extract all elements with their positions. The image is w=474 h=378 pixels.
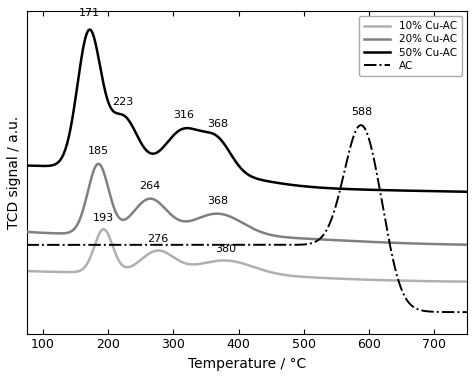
- Text: 193: 193: [93, 212, 114, 223]
- Text: 316: 316: [173, 110, 194, 121]
- Legend: 10% Cu-AC, 20% Cu-AC, 50% Cu-AC, AC: 10% Cu-AC, 20% Cu-AC, 50% Cu-AC, AC: [359, 16, 462, 76]
- Text: 380: 380: [215, 244, 236, 254]
- Y-axis label: TCD signal / a.u.: TCD signal / a.u.: [7, 116, 21, 229]
- Text: 588: 588: [351, 107, 372, 117]
- X-axis label: Temperature / °C: Temperature / °C: [188, 357, 306, 371]
- Text: 171: 171: [79, 8, 100, 18]
- Text: 264: 264: [139, 181, 161, 191]
- Text: 276: 276: [147, 234, 168, 244]
- Text: 368: 368: [207, 119, 228, 129]
- Text: 223: 223: [112, 97, 134, 107]
- Text: 185: 185: [88, 146, 109, 156]
- Text: 368: 368: [207, 195, 228, 206]
